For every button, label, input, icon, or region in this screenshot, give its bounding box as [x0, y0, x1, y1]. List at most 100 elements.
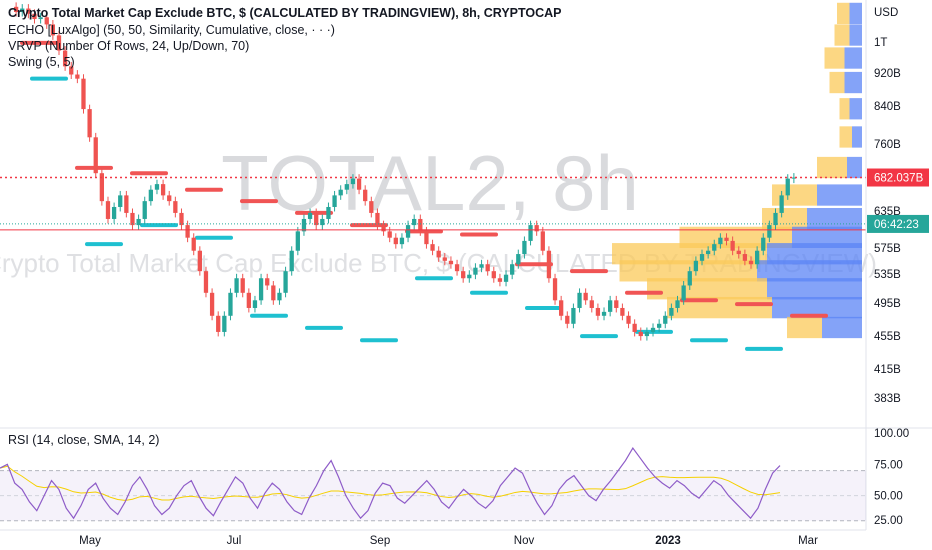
price-axis-label: 760B	[874, 139, 901, 151]
price-axis-label: 415B	[874, 364, 901, 376]
candle-body	[712, 244, 717, 251]
candle-body	[687, 271, 692, 286]
candle-body	[75, 74, 80, 79]
candle-body	[283, 271, 288, 293]
candle-body	[124, 195, 129, 213]
candle-body	[44, 17, 49, 25]
candle-body	[559, 300, 564, 316]
candle-body	[546, 250, 552, 279]
vp-down-bar	[847, 156, 862, 179]
candle-body	[705, 250, 711, 255]
candle-body	[191, 237, 196, 251]
time-axis[interactable]: May Jul Sep Nov 2023 Mar	[79, 535, 818, 547]
swing-support-level	[580, 334, 618, 339]
candle-body	[724, 237, 729, 241]
time-axis-label: May	[79, 535, 101, 547]
vp-down-bar	[807, 207, 862, 230]
indicator-swing[interactable]: Swing (5, 5)	[8, 55, 75, 69]
candle-body	[632, 323, 637, 332]
candle-body	[179, 212, 184, 226]
candle-body	[332, 195, 337, 207]
candle-body	[203, 271, 209, 293]
candle-body	[393, 237, 398, 245]
candle-body	[577, 292, 582, 308]
candlestick-series	[13, 2, 797, 341]
candle-body	[503, 274, 509, 282]
vp-down-bar	[772, 296, 862, 319]
swing-support-level	[470, 290, 508, 295]
indicator-vrvp[interactable]: VRVP (Number Of Rows, 24, Up/Down, 70)	[8, 39, 250, 53]
candle-body	[522, 240, 527, 255]
candle-body	[56, 35, 62, 51]
swing-support-level	[305, 325, 343, 330]
candle-body	[693, 260, 699, 272]
rsi-ma-line	[0, 465, 781, 501]
price-axis-label: 383B	[874, 393, 901, 405]
candle-body	[295, 231, 300, 251]
time-axis-label: Nov	[514, 535, 535, 547]
swing-resistance-level	[680, 298, 718, 303]
swing-resistance-level	[20, 40, 58, 45]
candle-body	[418, 218, 423, 232]
candle-body	[583, 292, 588, 301]
candle-body	[197, 250, 202, 272]
candle-body	[650, 327, 656, 332]
price-axis[interactable]: USD1T920B840B760B635B575B535B495B455B415…	[867, 7, 929, 527]
time-axis-label: Jul	[227, 535, 242, 547]
candle-body	[13, 6, 19, 13]
candle-body	[265, 278, 270, 286]
candle-body	[534, 225, 539, 232]
candle-body	[430, 244, 435, 251]
candle-body	[277, 292, 282, 301]
candle-body	[148, 189, 153, 202]
indicator-echo[interactable]: ECHO [LuxAlgo] (50, 50, Similarity, Cumu…	[8, 23, 335, 37]
swing-support-level	[690, 338, 728, 343]
price-axis-label: 840B	[874, 101, 901, 113]
chart-title[interactable]: Crypto Total Market Cap Exclude BTC, $ (…	[8, 6, 562, 20]
indicator-rsi[interactable]: RSI (14, close, SMA, 14, 2)	[8, 433, 160, 447]
swing-support-level	[525, 305, 563, 310]
candle-body	[663, 315, 668, 324]
rsi-axis-label: 100.00	[874, 428, 909, 440]
vp-up-bar	[647, 278, 767, 300]
vp-up-bar	[817, 156, 847, 179]
candle-body	[785, 178, 790, 196]
candle-body	[736, 250, 741, 255]
candle-body	[620, 307, 625, 316]
time-axis-label: Sep	[370, 535, 390, 547]
swing-resistance-level	[790, 313, 828, 318]
swing-resistance-level	[735, 302, 773, 307]
candle-body	[258, 278, 264, 301]
price-badge-label: 682.037B	[874, 173, 924, 185]
candle-body	[32, 13, 37, 20]
candle-body	[50, 24, 56, 36]
candle-body	[252, 300, 258, 308]
price-axis-label: 455B	[874, 331, 901, 343]
vp-up-bar	[829, 71, 845, 94]
vp-up-bar	[787, 316, 822, 339]
swing-support-level	[415, 276, 453, 281]
volume-profile	[612, 2, 862, 339]
price-axis-label: USD	[874, 7, 898, 19]
candle-body	[99, 173, 105, 202]
rsi-axis-label: 75.00	[874, 459, 903, 471]
candle-body	[246, 292, 251, 308]
candle-body	[234, 278, 239, 293]
vp-up-bar	[824, 47, 845, 69]
rsi-line	[0, 446, 781, 520]
swing-support-level	[30, 76, 68, 81]
candle-body	[209, 292, 215, 316]
time-axis-label: Mar	[798, 535, 818, 547]
candle-body	[454, 264, 460, 272]
candle-body	[111, 206, 117, 219]
candle-body	[552, 278, 558, 301]
vp-down-bar	[849, 2, 862, 25]
vp-down-bar	[757, 260, 862, 282]
price-badge	[867, 168, 929, 187]
price-axis-label: 535B	[874, 269, 901, 281]
swing-support-level	[250, 313, 288, 318]
rsi-pane	[0, 446, 866, 522]
candle-body	[436, 250, 441, 258]
candle-body	[644, 331, 650, 337]
